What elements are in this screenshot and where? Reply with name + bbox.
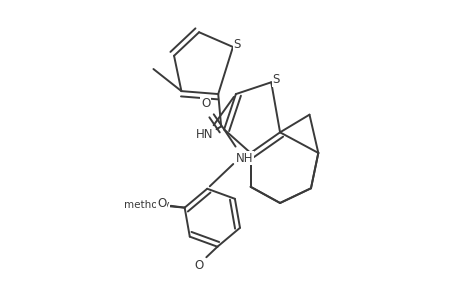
Text: O: O [157, 197, 166, 210]
Text: O: O [152, 198, 162, 211]
Text: NH: NH [235, 152, 253, 165]
Text: methoxy: methoxy [123, 200, 169, 210]
Text: O: O [194, 259, 203, 272]
Text: S: S [272, 73, 279, 86]
Text: S: S [233, 38, 240, 51]
Text: O: O [201, 97, 210, 110]
Text: HN: HN [196, 128, 213, 141]
